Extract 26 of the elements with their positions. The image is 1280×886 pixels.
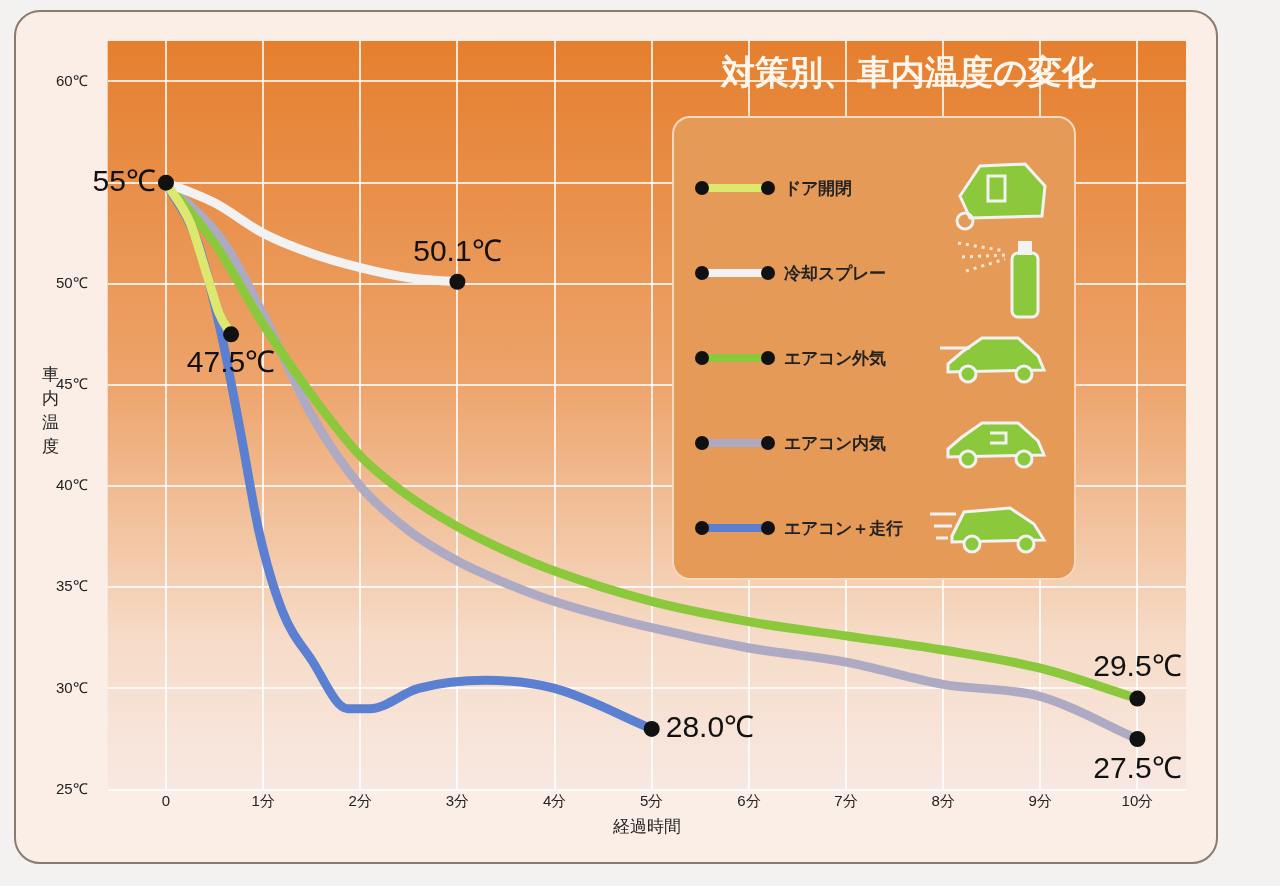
x-tick-label: 0 xyxy=(161,791,171,809)
x-tick-label: 6分 xyxy=(737,791,761,809)
x-tick-label: 1分 xyxy=(251,791,275,809)
annotation: 27.5℃ xyxy=(1093,751,1182,785)
x-tick-label: 2分 xyxy=(348,791,372,809)
x-tick-label: 8分 xyxy=(931,791,955,809)
y-tick-label: 25℃ xyxy=(56,779,88,797)
y-tick-label: 60℃ xyxy=(56,71,88,89)
annotation: 29.5℃ xyxy=(1093,648,1182,682)
legend-label: 冷却スプレー xyxy=(784,261,886,285)
legend-label: エアコン＋走行 xyxy=(784,516,903,540)
x-tick-label: 3分 xyxy=(445,791,470,809)
x-tick-label: 5分 xyxy=(640,791,664,809)
annotation: 28.0℃ xyxy=(665,710,755,744)
y-tick-label: 30℃ xyxy=(56,678,88,696)
x-tick-label: 4分 xyxy=(542,791,567,809)
x-axis-title: 経過時間 xyxy=(611,817,681,837)
legend-label: エアコン内気 xyxy=(784,431,886,455)
y-tick-label: 40℃ xyxy=(56,476,88,494)
legend-label: ドア開閉 xyxy=(784,176,852,200)
y-tick-label: 50℃ xyxy=(56,273,88,291)
x-tick-label: 7分 xyxy=(834,791,858,809)
x-tick-label: 9分 xyxy=(1028,791,1052,809)
x-tick-label: 10分 xyxy=(1121,791,1154,809)
legend-label: エアコン外気 xyxy=(784,346,886,370)
y-tick-label: 35℃ xyxy=(56,577,88,595)
